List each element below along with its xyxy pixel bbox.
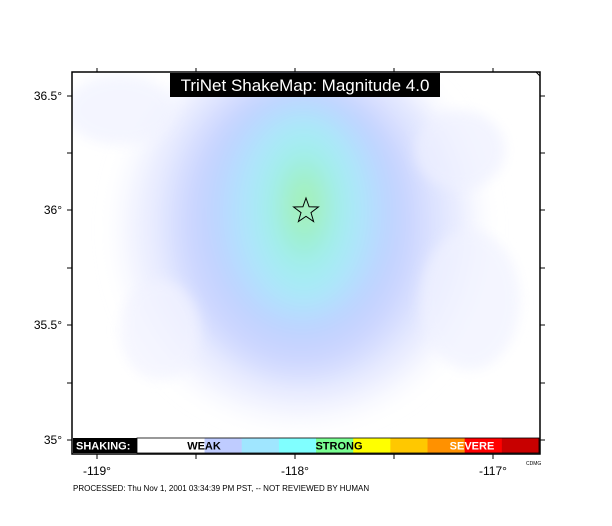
processed-note: PROCESSED: Thu Nov 1, 2001 03:34:39 PM P… xyxy=(73,484,369,493)
scale-label: SHAKING: xyxy=(76,441,130,453)
scale-swatch xyxy=(316,438,354,453)
scale-level-severe: SEVERE xyxy=(450,441,495,453)
scale-swatch xyxy=(137,438,205,453)
scale-border xyxy=(136,437,540,454)
map-title: TriNet ShakeMap: Magnitude 4.0 xyxy=(181,76,430,95)
intensity-field xyxy=(72,72,520,415)
scale-swatch xyxy=(464,438,503,453)
lat-label-35: 35° xyxy=(44,433,62,447)
scale-swatch xyxy=(353,438,391,453)
scale-label-box xyxy=(73,438,137,453)
scale-swatch xyxy=(204,438,243,453)
scale-swatch xyxy=(501,438,540,453)
scale-level-strong: STRONG xyxy=(315,441,362,453)
scale-swatch xyxy=(390,438,428,453)
scale-level-weak: WEAK xyxy=(187,441,221,453)
lon-label-minus117: -117° xyxy=(479,464,507,478)
lat-label-36.5: 36.5° xyxy=(34,89,62,103)
map-frame xyxy=(71,71,541,455)
star-icon xyxy=(292,196,320,223)
scale-swatch xyxy=(241,438,280,453)
intensity-scale: SHAKING: WEAK STRONG SEVERE xyxy=(73,437,540,454)
scale-swatch xyxy=(278,438,317,453)
left-ticks xyxy=(67,95,72,441)
top-ticks xyxy=(96,68,494,72)
right-ticks xyxy=(540,95,545,441)
credit-label: CDMG xyxy=(526,461,541,467)
frame-corner-marks xyxy=(535,71,541,77)
lat-label-35.5: 35.5° xyxy=(34,318,62,332)
title-box xyxy=(170,73,440,97)
lat-label-36: 36° xyxy=(44,203,62,217)
lon-label-minus119: -119° xyxy=(83,464,111,478)
scale-swatches xyxy=(136,437,540,454)
scale-swatch xyxy=(427,438,466,453)
lon-label-minus118: -118° xyxy=(281,464,309,478)
bottom-ticks xyxy=(96,454,494,459)
